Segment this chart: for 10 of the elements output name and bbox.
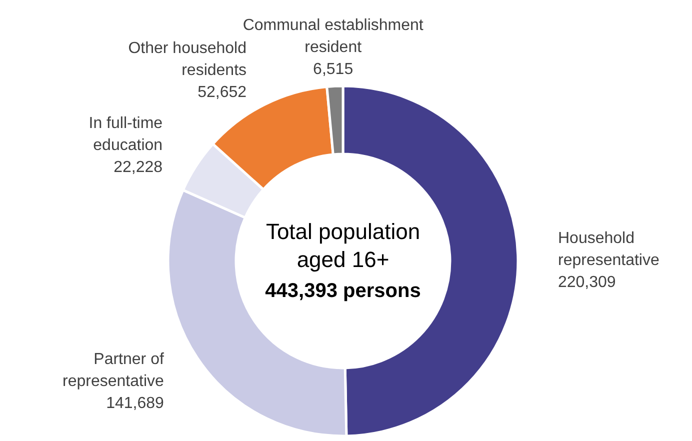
slice-label: Partner of representative: [62, 351, 164, 390]
data-label: 52,652: [198, 84, 247, 101]
slice-label: In full-time education: [88, 115, 163, 154]
slice-label: Household representative: [558, 230, 660, 269]
data-label: 22,228: [114, 159, 163, 176]
text: Total population aged 16+: [266, 219, 420, 272]
data-label: 141,689: [106, 395, 164, 412]
text: 443,393 persons: [265, 280, 421, 302]
data-label: 220,309: [558, 274, 616, 291]
data-label: 6,515: [313, 61, 354, 78]
